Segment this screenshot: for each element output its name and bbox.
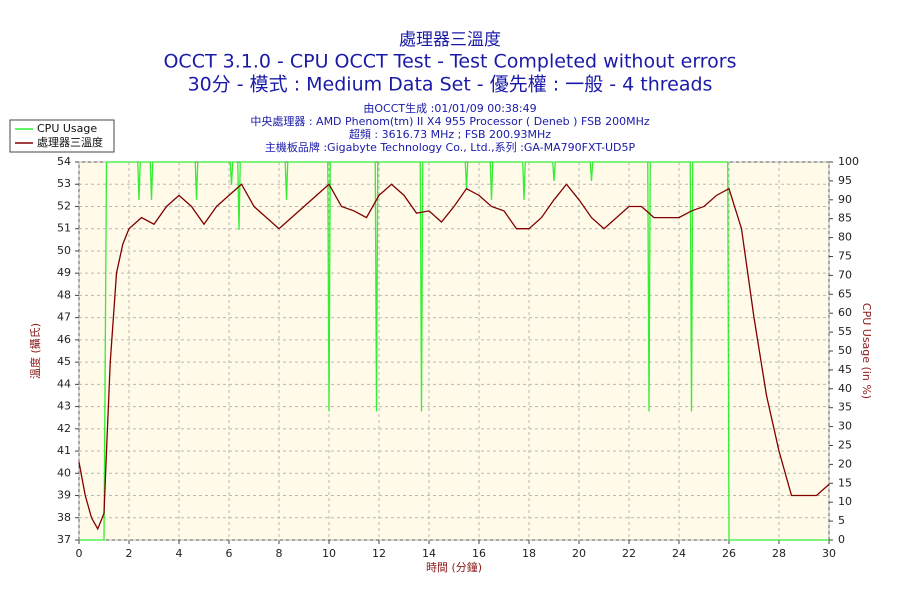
chart-title: 處理器三溫度 (399, 30, 501, 50)
legend-label: CPU Usage (37, 122, 97, 135)
x-tick-label: 14 (422, 547, 436, 560)
x-tick-label: 20 (572, 547, 586, 560)
info-line: 主機板品牌 :Gigabyte Technology Co., Ltd.,系列 … (265, 140, 636, 154)
y-tick-label: 45 (57, 355, 71, 368)
x-tick-label: 30 (822, 547, 836, 560)
info-line: 超頻 : 3616.73 MHz ; FSB 200.93MHz (349, 127, 551, 141)
y-tick-label: 51 (57, 222, 71, 235)
y2-tick-label: 95 (838, 174, 852, 187)
y2-tick-label: 85 (838, 212, 852, 225)
legend-label: 處理器三溫度 (37, 135, 103, 149)
chart-subtitle: OCCT 3.1.0 - CPU OCCT Test - Test Comple… (163, 51, 736, 73)
y2-tick-label: 15 (838, 476, 852, 489)
y-tick-label: 53 (57, 177, 71, 190)
x-tick-label: 10 (322, 547, 336, 560)
x-axis-label: 時間 (分鐘) (426, 560, 482, 574)
x-tick-label: 18 (522, 547, 536, 560)
y-tick-label: 47 (57, 311, 71, 324)
legend-box (9, 119, 115, 153)
y-tick-label: 54 (57, 155, 71, 168)
y2-tick-label: 40 (838, 382, 852, 395)
y-tick-label: 40 (57, 466, 71, 479)
y-tick-label: 42 (57, 422, 71, 435)
x-tick-label: 16 (472, 547, 486, 560)
y2-tick-label: 50 (838, 344, 852, 357)
y2-tick-label: 30 (838, 420, 852, 433)
y-tick-label: 46 (57, 333, 71, 346)
x-tick-label: 6 (226, 547, 233, 560)
x-tick-label: 28 (772, 547, 786, 560)
y-tick-label: 48 (57, 288, 71, 301)
y-tick-label: 49 (57, 266, 71, 279)
y2-tick-label: 70 (838, 268, 852, 281)
y2-tick-label: 75 (838, 250, 852, 263)
chart-subtitle: 30分 - 模式 : Medium Data Set - 優先權 : 一般 - … (188, 74, 713, 96)
y-tick-label: 41 (57, 444, 71, 457)
x-tick-label: 26 (722, 547, 736, 560)
x-tick-label: 8 (276, 547, 283, 560)
y2-tick-label: 0 (838, 533, 845, 546)
y2-tick-label: 65 (838, 287, 852, 300)
y2-tick-label: 20 (838, 457, 852, 470)
y2-tick-label: 35 (838, 401, 852, 414)
y-tick-label: 37 (57, 533, 71, 546)
series-line (79, 161, 829, 541)
plot-area (78, 161, 830, 541)
x-tick-label: 0 (76, 547, 83, 560)
y2-tick-label: 90 (838, 193, 852, 206)
series-line (78, 183, 830, 531)
x-tick-label: 2 (126, 547, 133, 560)
y2-tick-label: 80 (838, 231, 852, 244)
y-tick-label: 44 (57, 377, 71, 390)
y-axis-label: 溫度 (攝氏) (28, 323, 42, 379)
y2-tick-label: 45 (838, 363, 852, 376)
x-tick-label: 22 (622, 547, 636, 560)
x-tick-label: 12 (372, 547, 386, 560)
info-line: 中央處理器 : AMD Phenom(tm) II X4 955 Process… (250, 114, 650, 128)
y-tick-label: 38 (57, 511, 71, 524)
y2-tick-label: 25 (838, 439, 852, 452)
y2-tick-label: 5 (838, 514, 845, 527)
x-tick-label: 24 (672, 547, 686, 560)
y2-tick-label: 100 (838, 155, 859, 168)
info-line: 由OCCT生成 :01/01/09 00:38:49 (363, 101, 536, 115)
y-tick-label: 52 (57, 199, 71, 212)
y-tick-label: 43 (57, 400, 71, 413)
y-tick-label: 50 (57, 244, 71, 257)
x-tick-label: 4 (176, 547, 183, 560)
y2-tick-label: 60 (838, 306, 852, 319)
y2-axis-label: CPU Usage (in %) (860, 303, 873, 399)
y2-tick-label: 10 (838, 495, 852, 508)
y-tick-label: 39 (57, 489, 71, 502)
y2-tick-label: 55 (838, 325, 852, 338)
